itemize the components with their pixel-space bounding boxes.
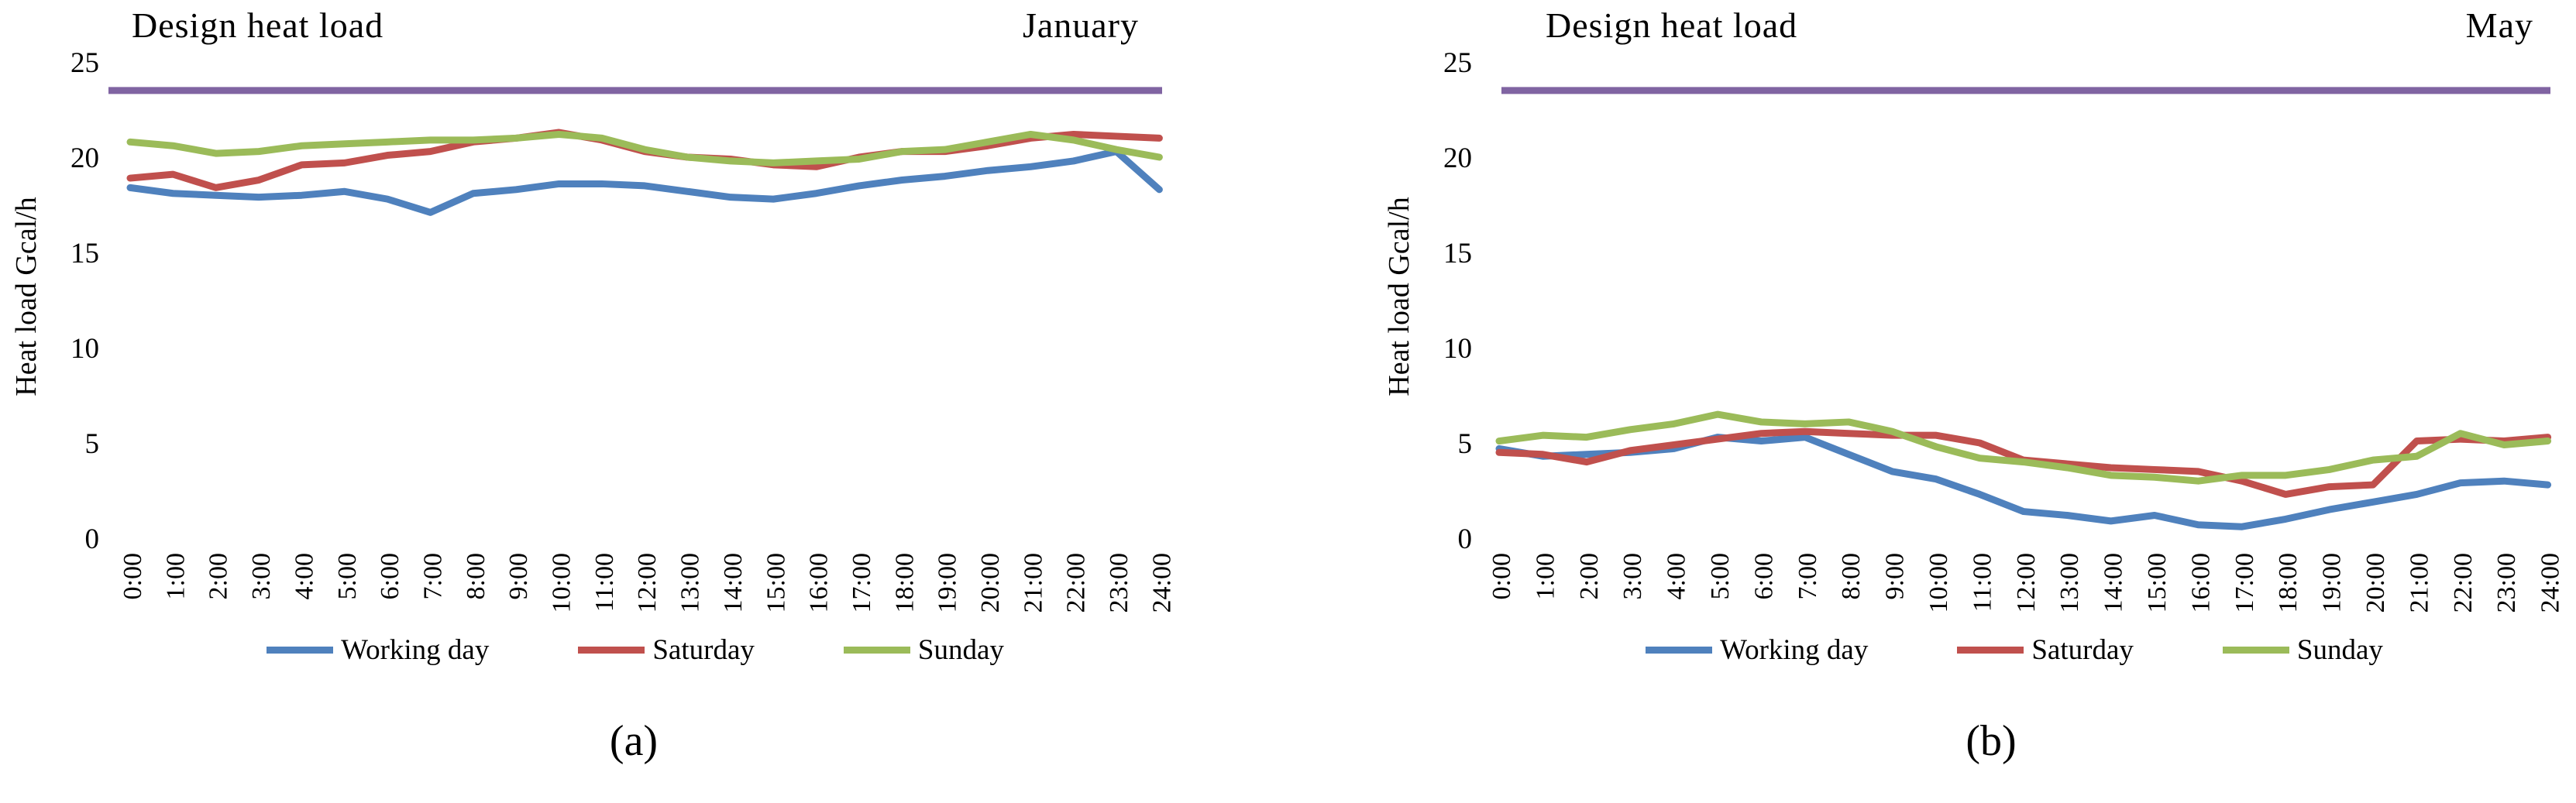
legend-item-working-day: Working day (267, 633, 489, 667)
chart-a: 0 5 10 15 20 25 0:00 1:00 2:00 3:00 4:00 5:00 6:00 7:… (71, 47, 1176, 613)
chart-a-x-tick-label: 8:00 (462, 553, 490, 599)
chart-b-x-tick-label: 10:00 (1924, 553, 1953, 613)
legend-item-working-day: Working day (1646, 633, 1868, 667)
chart-a-y-axis-title: Heat load Gcal/h (10, 197, 43, 396)
chart-a-x-tick-label: 19:00 (934, 553, 962, 613)
chart-a-x-tick-label: 24:00 (1147, 553, 1176, 613)
chart-a-y-tick-label: 10 (71, 333, 99, 365)
chart-a-caption: (a) (609, 717, 659, 765)
chart-b-title: Design heat load (1546, 5, 1798, 45)
chart-b-x-tick-label: 16:00 (2186, 553, 2215, 613)
chart-a-x-tick-label: 0:00 (119, 553, 147, 599)
legend-line-swatch (267, 647, 334, 654)
chart-b-legend: Working day Saturday Sunday (1478, 633, 2550, 667)
legend-label: Saturday (652, 634, 755, 666)
chart-a-y-tick-label: 20 (71, 142, 99, 174)
chart-b-y-axis-title: Heat load Gcal/h (1383, 197, 1415, 396)
chart-a-y-tick-label: 25 (71, 47, 99, 79)
chart-a-x-tick-label: 12:00 (633, 553, 662, 613)
chart-a-x-tick-label: 15:00 (762, 553, 790, 613)
chart-b-x-tick-label: 12:00 (2012, 553, 2041, 613)
legend-line-swatch (578, 647, 645, 654)
legend-label: Sunday (917, 634, 1004, 666)
chart-b-x-tick-label: 19:00 (2318, 553, 2347, 613)
chart-a-x-tick-label: 5:00 (333, 553, 362, 599)
legend-item-sunday: Sunday (843, 633, 1004, 667)
chart-a-title: Design heat load (132, 5, 384, 45)
chart-b-month-label: May (2465, 5, 2533, 45)
chart-b-x-tick-label: 15:00 (2143, 553, 2172, 613)
chart-b-x-tick-label: 11:00 (1968, 553, 1996, 612)
chart-b-x-tick-label: 1:00 (1531, 553, 1560, 599)
chart-a-x-tick-label: 13:00 (676, 553, 705, 613)
chart-b-caption: (b) (1966, 717, 2017, 765)
legend-item-saturday: Saturday (578, 633, 755, 667)
chart-b-x-tick-label: 6:00 (1749, 553, 1778, 599)
chart-b-x-tick-label: 13:00 (2055, 553, 2084, 613)
chart-b-x-tick-label: 22:00 (2449, 553, 2478, 613)
legend-line-swatch (1646, 647, 1713, 654)
chart-b-x-tick-label: 7:00 (1794, 553, 1822, 599)
chart-a-y-tick-label: 5 (85, 428, 100, 460)
chart-a-x-tick-label: 18:00 (890, 553, 919, 613)
chart-a-series-line-sunday (126, 130, 1163, 166)
chart-b-y-tick-label: 15 (1443, 238, 1472, 269)
chart-a-x-tick-label: 9:00 (504, 553, 533, 599)
chart-b-x-tick-label: 4:00 (1663, 553, 1691, 599)
chart-a-x-tick-label: 22:00 (1062, 553, 1091, 613)
chart-a-x-tick-label: 3:00 (247, 553, 276, 599)
chart-b-y-tick-label: 5 (1458, 428, 1473, 460)
chart-b-x-tick-label: 8:00 (1837, 553, 1866, 599)
chart-b-x-tick-label: 18:00 (2274, 553, 2303, 613)
chart-b-x-tick-label: 3:00 (1618, 553, 1647, 599)
chart-a-x-tick-label: 4:00 (290, 553, 318, 599)
chart-b-y-tick-label: 20 (1443, 142, 1472, 174)
chart-b-x-tick-label: 24:00 (2536, 553, 2565, 613)
legend-label: Saturday (2031, 634, 2134, 666)
legend-item-saturday: Saturday (1957, 633, 2134, 667)
chart-b-x-tick-label: 20:00 (2361, 553, 2390, 613)
chart-a-x-tick-label: 17:00 (848, 553, 876, 613)
chart-b-x-tick-label: 23:00 (2492, 553, 2521, 613)
chart-b: 0 5 10 15 20 25 0:00 1:00 2:00 3:00 4:00 5:00 6:00 7:… (1443, 47, 2565, 613)
chart-b-series-line-sunday (1495, 410, 2552, 485)
chart-b-y-tick-label: 0 (1458, 523, 1473, 555)
chart-b-series-line-working-day (1495, 434, 2552, 530)
legend-line-swatch (843, 647, 910, 654)
chart-a-x-tick-label: 10:00 (548, 553, 576, 613)
chart-a-x-tick-label: 21:00 (1019, 553, 1047, 613)
legend-line-swatch (1957, 647, 2024, 654)
chart-a-x-tick-label: 20:00 (976, 553, 1005, 613)
chart-b-x-tick-label: 0:00 (1487, 553, 1516, 599)
chart-b-y-tick-label: 25 (1443, 47, 1472, 79)
legend-item-sunday: Sunday (2222, 633, 2383, 667)
legend-label: Working day (1720, 634, 1869, 666)
chart-a-x-tick-label: 7:00 (418, 553, 447, 599)
chart-a-x-tick-label: 1:00 (161, 553, 190, 599)
chart-a-legend: Working day Saturday Sunday (108, 633, 1162, 667)
chart-b-x-tick-label: 2:00 (1575, 553, 1604, 599)
chart-b-x-tick-label: 17:00 (2230, 553, 2259, 613)
chart-b-x-tick-label: 9:00 (1881, 553, 1910, 599)
legend-line-swatch (2222, 647, 2289, 654)
chart-a-x-tick-label: 16:00 (805, 553, 834, 613)
chart-a-x-tick-label: 6:00 (376, 553, 404, 599)
chart-a-x-tick-label: 23:00 (1105, 553, 1133, 613)
legend-label: Working day (341, 634, 490, 666)
chart-b-x-tick-label: 21:00 (2405, 553, 2433, 613)
chart-a-x-tick-label: 2:00 (205, 553, 233, 599)
chart-a-y-tick-label: 15 (71, 238, 99, 269)
chart-a-x-tick-label: 14:00 (719, 553, 748, 613)
chart-a-x-tick-label: 11:00 (590, 553, 619, 612)
chart-a-series-line-working-day (126, 148, 1163, 216)
chart-b-x-tick-label: 14:00 (2100, 553, 2128, 613)
chart-b-x-tick-label: 5:00 (1706, 553, 1735, 599)
legend-label: Sunday (2296, 634, 2383, 666)
chart-a-month-label: January (1022, 5, 1139, 45)
chart-a-y-tick-label: 0 (85, 523, 100, 555)
chart-b-y-tick-label: 10 (1443, 333, 1472, 365)
